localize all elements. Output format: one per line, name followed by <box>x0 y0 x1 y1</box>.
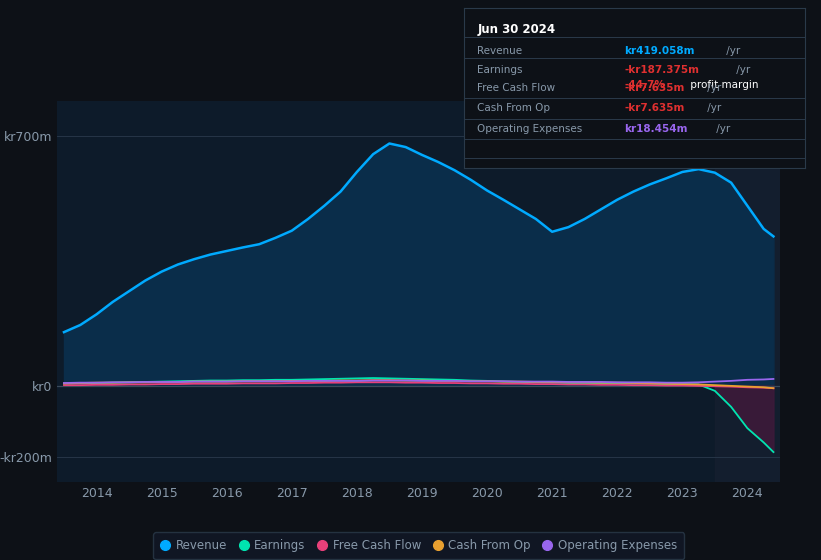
Text: /yr: /yr <box>704 103 722 113</box>
Text: /yr: /yr <box>733 65 750 75</box>
Text: profit margin: profit margin <box>687 80 759 90</box>
Text: -44.7%: -44.7% <box>624 80 665 90</box>
Text: kr18.454m: kr18.454m <box>624 124 687 134</box>
Bar <box>715 101 780 482</box>
Text: /yr: /yr <box>722 46 740 55</box>
Text: Operating Expenses: Operating Expenses <box>478 124 583 134</box>
Text: -kr7.635m: -kr7.635m <box>624 83 685 93</box>
Text: Earnings: Earnings <box>478 65 523 75</box>
Text: Revenue: Revenue <box>478 46 523 55</box>
Text: /yr: /yr <box>713 124 730 134</box>
Text: Jun 30 2024: Jun 30 2024 <box>478 23 556 36</box>
Text: -kr7.635m: -kr7.635m <box>624 103 685 113</box>
Text: -kr187.375m: -kr187.375m <box>624 65 699 75</box>
Text: /yr: /yr <box>704 83 722 93</box>
Legend: Revenue, Earnings, Free Cash Flow, Cash From Op, Operating Expenses: Revenue, Earnings, Free Cash Flow, Cash … <box>154 533 684 559</box>
Text: Cash From Op: Cash From Op <box>478 103 551 113</box>
Text: Free Cash Flow: Free Cash Flow <box>478 83 556 93</box>
Text: kr419.058m: kr419.058m <box>624 46 695 55</box>
